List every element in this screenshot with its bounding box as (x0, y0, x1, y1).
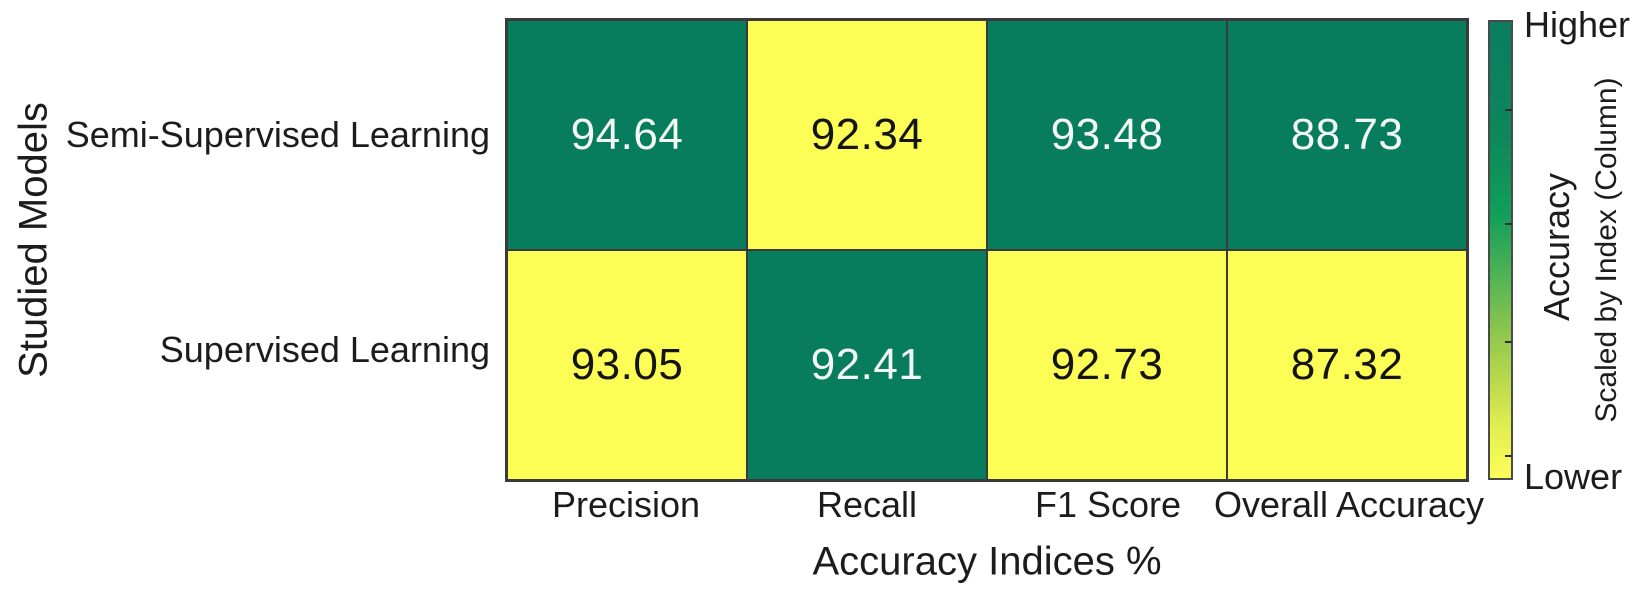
heatmap-cell: 88.73 (1227, 20, 1467, 250)
heatmap-cell: 92.41 (747, 250, 987, 480)
row-label-supervised: Supervised Learning (159, 329, 490, 370)
colorbar-title-scaled-by-index: Scaled by Index (Column) (1590, 77, 1623, 423)
heatmap-cell: 87.32 (1227, 250, 1467, 480)
colorbar (1488, 20, 1513, 480)
colorbar-tick (1505, 341, 1512, 344)
heatmap-cell: 92.34 (747, 20, 987, 250)
colorbar-tick (1505, 108, 1512, 111)
heatmap-cell: 93.48 (987, 20, 1227, 250)
colorbar-tick (1505, 455, 1512, 458)
heatmap-cell: 93.05 (507, 250, 747, 480)
heatmap-grid: 94.64 92.34 93.48 88.73 93.05 92.41 92.7… (505, 18, 1469, 482)
heatmap-cell: 94.64 (507, 20, 747, 250)
heatmap-cell: 92.73 (987, 250, 1227, 480)
col-label-overall-accuracy: Overall Accuracy (1213, 484, 1485, 525)
colorbar-lower-label: Lower (1524, 456, 1623, 497)
col-label-f1-score: F1 Score (1034, 484, 1182, 525)
colorbar-tick (1505, 222, 1512, 225)
colorbar-title-accuracy: Accuracy (1536, 172, 1577, 322)
row-label-semi-supervised: Semi-Supervised Learning (65, 114, 490, 155)
col-label-precision: Precision (551, 484, 701, 525)
x-axis-title: Accuracy Indices % (812, 539, 1162, 584)
colorbar-higher-label: Higher (1524, 4, 1631, 45)
colorbar-gradient (1490, 22, 1511, 478)
col-label-recall: Recall (816, 484, 918, 525)
